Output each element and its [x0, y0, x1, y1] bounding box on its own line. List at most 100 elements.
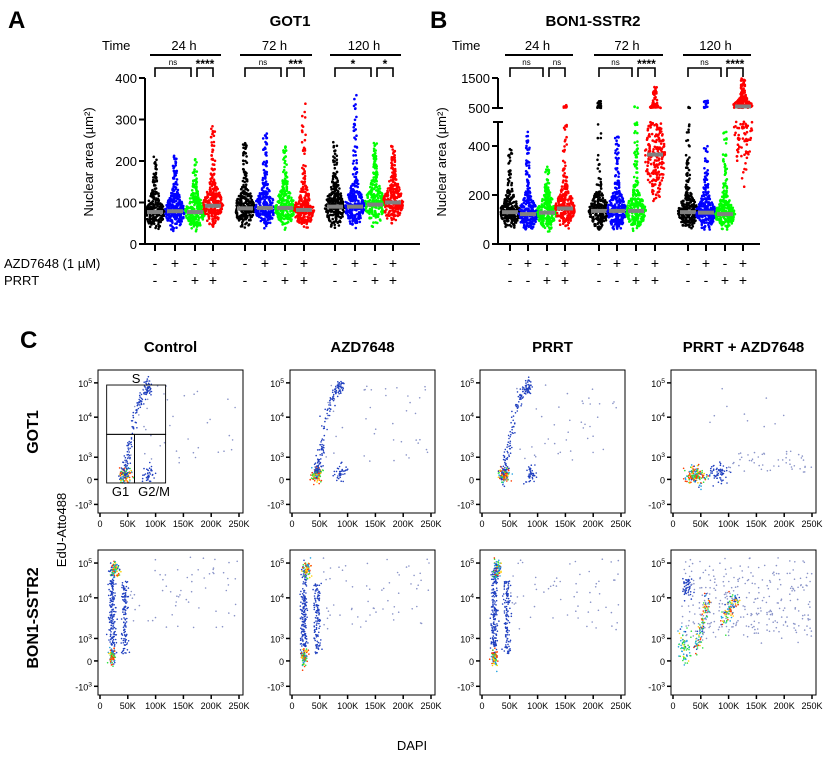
data-point: [564, 211, 567, 214]
prrt-sign: +: [632, 272, 640, 288]
data-point: [395, 184, 398, 187]
data-point: [564, 187, 567, 190]
data-point: [190, 207, 193, 210]
data-point: [300, 181, 303, 184]
panel-b-title: BON1-SSTR2: [545, 13, 640, 30]
data-point: [164, 208, 167, 211]
data-point: [244, 171, 247, 174]
data-point: [330, 186, 333, 189]
data-point: [548, 223, 551, 226]
data-point: [600, 137, 603, 140]
data-point: [153, 223, 156, 226]
data-point: [239, 216, 242, 219]
data-point: [193, 192, 196, 195]
data-point: [349, 187, 352, 190]
data-point: [617, 180, 620, 183]
azd-sign: -: [545, 255, 550, 271]
azd-sign: -: [243, 255, 248, 271]
data-point: [510, 221, 513, 224]
data-point: [358, 213, 361, 216]
data-point: [391, 213, 394, 216]
data-point: [174, 188, 177, 191]
data-point: [181, 205, 184, 208]
data-point: [210, 197, 213, 200]
data-point: [280, 189, 283, 192]
data-point: [612, 192, 615, 195]
data-point: [599, 213, 602, 216]
data-point: [189, 202, 192, 205]
data-point: [336, 155, 339, 158]
data-point: [275, 212, 278, 215]
time-label: 24 h: [171, 38, 196, 53]
data-point: [312, 211, 315, 214]
data-point: [617, 175, 620, 178]
data-point: [386, 217, 389, 220]
data-point: [242, 203, 245, 206]
data-point: [330, 223, 333, 226]
data-point: [599, 170, 602, 173]
data-point: [244, 160, 247, 163]
data-point: [367, 192, 370, 195]
data-point: [563, 200, 566, 203]
data-point: [598, 196, 601, 199]
data-point: [566, 203, 569, 206]
data-point: [243, 177, 246, 180]
data-point: [284, 228, 287, 231]
data-point: [246, 188, 249, 191]
data-point: [211, 218, 214, 221]
data-point: [212, 131, 215, 134]
data-point: [282, 149, 285, 152]
data-point: [301, 129, 304, 132]
data-point: [246, 180, 249, 183]
data-point: [282, 182, 285, 185]
median-bar: [257, 206, 273, 210]
data-point: [636, 140, 639, 143]
data-point: [251, 210, 254, 213]
time-label: 24 h: [525, 38, 550, 53]
data-point: [562, 168, 565, 171]
azd-sign: +: [351, 255, 359, 271]
data-point: [396, 214, 399, 217]
data-point: [195, 202, 198, 205]
data-point: [153, 193, 156, 196]
data-point: [172, 177, 175, 180]
y-tick-label: 100: [115, 196, 137, 211]
data-point: [178, 220, 181, 223]
data-point: [220, 197, 223, 200]
data-point: [269, 222, 272, 225]
data-point: [299, 197, 302, 200]
data-point: [211, 158, 214, 161]
data-point: [566, 176, 569, 179]
data-point: [537, 214, 540, 217]
data-point: [615, 187, 618, 190]
data-point: [392, 197, 395, 200]
data-point: [566, 217, 569, 220]
data-point: [511, 217, 514, 220]
data-point: [355, 209, 358, 212]
data-point: [618, 198, 621, 201]
data-point: [338, 216, 341, 219]
data-point: [349, 220, 352, 223]
data-point: [259, 199, 262, 202]
data-point: [169, 220, 172, 223]
data-point: [393, 150, 396, 153]
data-point: [391, 219, 394, 222]
data-point: [563, 175, 566, 178]
data-point: [281, 192, 284, 195]
data-point: [567, 227, 570, 230]
data-point: [213, 195, 216, 198]
data-point: [309, 216, 312, 219]
data-point: [526, 178, 529, 181]
data-point: [352, 173, 355, 176]
data-point: [153, 156, 156, 159]
median-bar: [520, 212, 536, 216]
data-point: [336, 158, 339, 161]
data-point: [375, 176, 378, 179]
significance-bracket: [549, 68, 565, 77]
data-point: [565, 143, 568, 146]
data-point: [537, 206, 540, 209]
data-point: [186, 206, 189, 209]
data-point: [565, 179, 568, 182]
data-point: [597, 167, 600, 170]
data-point: [373, 193, 376, 196]
